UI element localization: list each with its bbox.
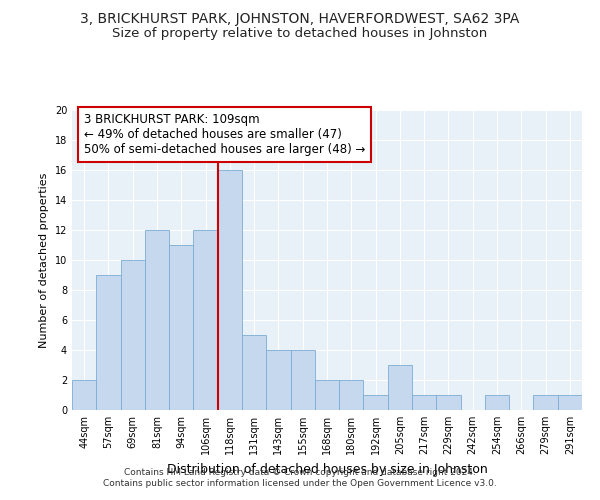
Y-axis label: Number of detached properties: Number of detached properties <box>39 172 49 348</box>
Bar <box>96 275 121 410</box>
Bar <box>533 395 558 410</box>
Text: 3, BRICKHURST PARK, JOHNSTON, HAVERFORDWEST, SA62 3PA: 3, BRICKHURST PARK, JOHNSTON, HAVERFORDW… <box>80 12 520 26</box>
Bar <box>436 395 461 410</box>
Bar <box>72 380 96 410</box>
Bar <box>364 395 388 410</box>
Bar <box>121 260 145 410</box>
Bar <box>193 230 218 410</box>
Bar <box>218 170 242 410</box>
Bar <box>145 230 169 410</box>
Text: Contains HM Land Registry data © Crown copyright and database right 2024.
Contai: Contains HM Land Registry data © Crown c… <box>103 468 497 487</box>
Bar <box>558 395 582 410</box>
Bar <box>485 395 509 410</box>
X-axis label: Distribution of detached houses by size in Johnston: Distribution of detached houses by size … <box>167 462 487 475</box>
Text: Size of property relative to detached houses in Johnston: Size of property relative to detached ho… <box>112 28 488 40</box>
Bar <box>315 380 339 410</box>
Bar <box>290 350 315 410</box>
Bar <box>169 245 193 410</box>
Bar <box>339 380 364 410</box>
Text: 3 BRICKHURST PARK: 109sqm
← 49% of detached houses are smaller (47)
50% of semi-: 3 BRICKHURST PARK: 109sqm ← 49% of detac… <box>84 113 365 156</box>
Bar <box>266 350 290 410</box>
Bar <box>388 365 412 410</box>
Bar <box>242 335 266 410</box>
Bar <box>412 395 436 410</box>
